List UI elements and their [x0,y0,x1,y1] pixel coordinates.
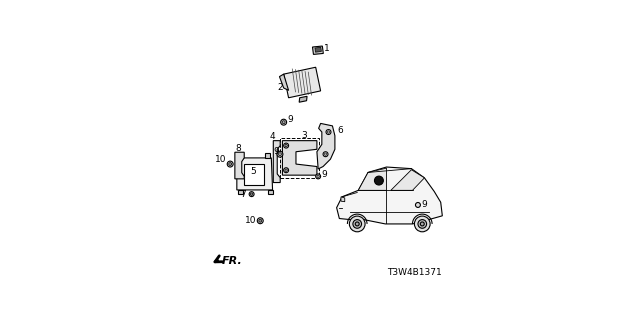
Polygon shape [358,168,387,190]
Text: 5: 5 [250,167,256,176]
Text: 3: 3 [301,131,307,140]
Circle shape [227,161,233,167]
Circle shape [278,153,282,156]
Circle shape [228,163,232,165]
Text: 9: 9 [421,200,427,210]
Bar [238,190,243,194]
Circle shape [316,174,321,179]
Bar [238,154,243,158]
Text: 10: 10 [215,155,226,164]
Polygon shape [282,141,317,175]
Circle shape [420,222,424,226]
Circle shape [349,216,365,232]
Text: FR.: FR. [221,256,242,266]
Circle shape [277,151,283,157]
Polygon shape [315,47,321,52]
Circle shape [285,144,287,147]
Polygon shape [317,124,335,169]
Circle shape [284,143,289,148]
Polygon shape [312,46,323,54]
Circle shape [415,216,430,232]
Circle shape [259,219,262,222]
Text: 7: 7 [241,190,246,199]
Polygon shape [337,167,442,224]
Circle shape [249,192,254,196]
Bar [268,190,273,194]
Text: 10: 10 [244,216,256,225]
Text: 2: 2 [278,83,283,92]
Circle shape [323,152,328,157]
Circle shape [374,176,383,185]
Polygon shape [391,170,424,190]
Circle shape [355,222,359,226]
Text: 4: 4 [270,132,276,141]
Polygon shape [341,197,345,202]
Bar [244,164,264,185]
Circle shape [324,153,327,156]
Circle shape [284,168,289,173]
Text: 1: 1 [324,44,330,52]
Circle shape [317,175,319,178]
Text: 9: 9 [287,115,293,124]
Polygon shape [235,152,244,179]
Polygon shape [273,141,280,182]
Circle shape [326,130,331,134]
Text: 8: 8 [235,144,241,153]
Circle shape [257,218,263,224]
Circle shape [418,220,427,228]
Bar [265,154,270,158]
Polygon shape [284,67,321,98]
Polygon shape [299,96,307,102]
Text: 9: 9 [321,171,327,180]
Bar [280,138,319,178]
Circle shape [353,220,362,228]
Circle shape [250,193,253,195]
Polygon shape [237,158,273,190]
Circle shape [281,119,287,125]
Circle shape [285,169,287,172]
Circle shape [327,131,330,133]
Text: T3W4B1371: T3W4B1371 [387,268,442,277]
Text: 6: 6 [337,126,343,135]
Polygon shape [280,74,289,90]
Circle shape [282,121,285,124]
Text: 9: 9 [273,147,279,156]
Circle shape [415,203,420,207]
